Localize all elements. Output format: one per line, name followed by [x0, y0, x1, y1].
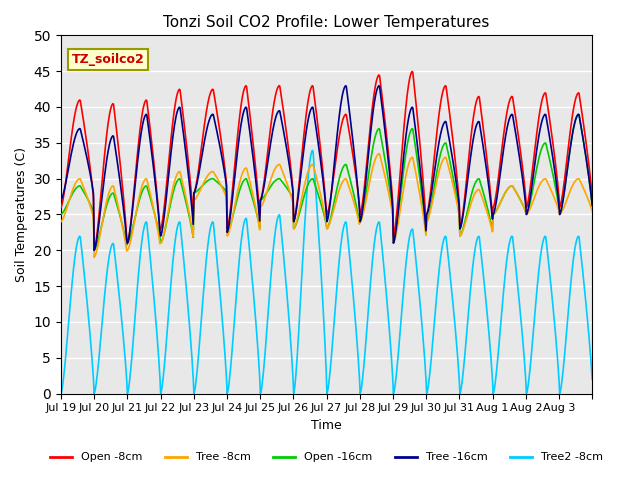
Text: TZ_soilco2: TZ_soilco2 — [72, 53, 144, 66]
Y-axis label: Soil Temperatures (C): Soil Temperatures (C) — [15, 147, 28, 282]
Title: Tonzi Soil CO2 Profile: Lower Temperatures: Tonzi Soil CO2 Profile: Lower Temperatur… — [163, 15, 490, 30]
X-axis label: Time: Time — [311, 419, 342, 432]
Legend: Open -8cm, Tree -8cm, Open -16cm, Tree -16cm, Tree2 -8cm: Open -8cm, Tree -8cm, Open -16cm, Tree -… — [46, 448, 607, 467]
